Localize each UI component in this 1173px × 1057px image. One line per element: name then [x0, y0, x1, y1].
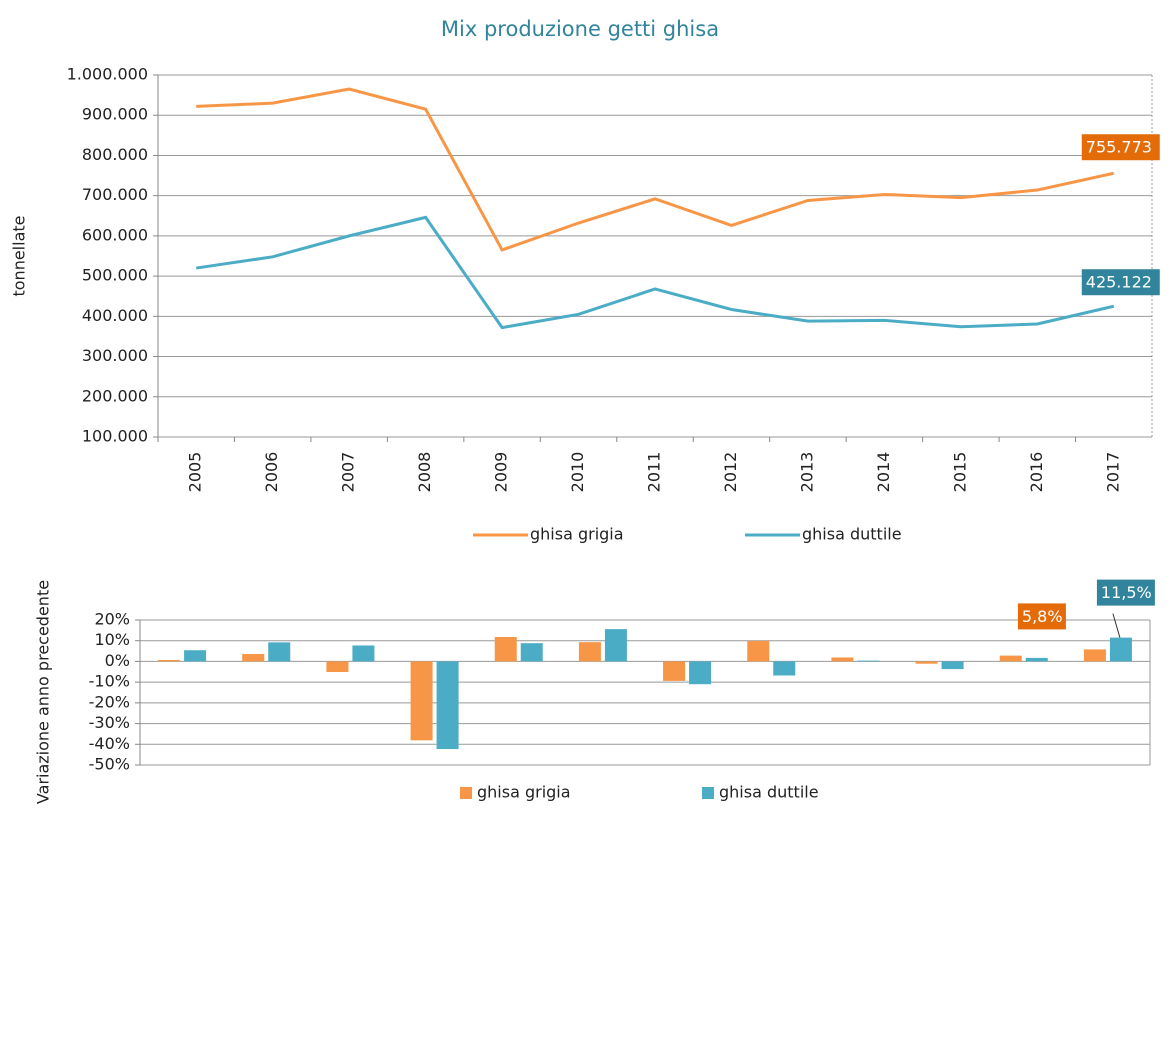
bar [520, 643, 543, 662]
legend-label: ghisa grigia [530, 525, 624, 544]
bar [689, 661, 712, 685]
data-label-box [1096, 579, 1155, 606]
legend-label: ghisa duttile [802, 525, 902, 544]
y-tick-label: -30% [89, 713, 130, 732]
data-label-box [1017, 603, 1066, 630]
bar [773, 661, 796, 676]
bar [326, 661, 349, 672]
bar [158, 659, 181, 662]
bar [604, 629, 627, 662]
line-series [196, 215, 1115, 330]
y-tick-label: 700.000 [82, 185, 148, 204]
x-tick-label: 2009 [492, 452, 511, 493]
bar [857, 660, 880, 662]
y-tick-label: 300.000 [82, 346, 148, 365]
bar [663, 661, 686, 681]
y-tick-label: 600.000 [82, 225, 148, 244]
y-tick-label: -40% [89, 734, 130, 753]
bar [941, 661, 964, 670]
data-label: 755.773 [1086, 138, 1152, 157]
y-axis-label: tonnellate [10, 216, 29, 297]
data-label: 425.122 [1086, 273, 1152, 292]
x-tick-label: 2016 [1027, 452, 1046, 493]
y-tick-label: 800.000 [82, 145, 148, 164]
legend-swatch [460, 787, 472, 799]
chart-title: Mix produzione getti ghisa [441, 17, 719, 41]
bar [999, 655, 1022, 662]
x-tick-label: 2017 [1103, 452, 1122, 493]
y-axis-label: Variazione anno precedente [34, 580, 53, 804]
x-tick-label: 2014 [874, 452, 893, 493]
x-tick-label: 2010 [568, 452, 587, 493]
bar [436, 661, 459, 750]
y-tick-label: 0% [105, 651, 130, 670]
bar [410, 661, 433, 741]
data-label: 11,5% [1101, 583, 1152, 602]
bar [184, 650, 207, 662]
y-tick-label: -20% [89, 692, 130, 711]
bar [352, 645, 375, 662]
x-tick-label: 2013 [797, 452, 816, 493]
line-series [196, 87, 1115, 252]
x-tick-label: 2006 [262, 452, 281, 493]
bar [268, 642, 291, 662]
bar [242, 653, 265, 662]
data-label: 5,8% [1022, 607, 1063, 626]
x-tick-label: 2007 [339, 452, 358, 493]
legend-label: ghisa grigia [477, 783, 571, 802]
y-tick-label: 10% [94, 630, 130, 649]
y-tick-label: 500.000 [82, 266, 148, 285]
y-tick-label: 900.000 [82, 105, 148, 124]
x-tick-label: 2012 [721, 452, 740, 493]
bar [831, 657, 854, 662]
y-tick-label: 400.000 [82, 306, 148, 325]
data-label-box [1081, 269, 1160, 296]
bar [494, 636, 517, 662]
legend-label: ghisa duttile [719, 783, 819, 802]
bar [1083, 649, 1106, 662]
bar [578, 642, 601, 662]
y-tick-label: 20% [94, 610, 130, 629]
y-tick-label: 200.000 [82, 386, 148, 405]
bar [1025, 657, 1048, 662]
x-tick-label: 2011 [645, 452, 664, 493]
bar [747, 640, 770, 662]
bar [915, 661, 938, 664]
y-tick-label: 100.000 [82, 427, 148, 446]
y-tick-label: -10% [89, 672, 130, 691]
y-tick-label: 1.000.000 [67, 65, 148, 84]
y-tick-label: -50% [89, 755, 130, 774]
bar [1109, 637, 1132, 662]
x-tick-label: 2008 [415, 452, 434, 493]
x-tick-label: 2005 [186, 452, 205, 493]
x-tick-label: 2015 [950, 452, 969, 493]
data-label-box [1081, 134, 1160, 161]
leader-line [1112, 613, 1121, 638]
legend-swatch [702, 787, 714, 799]
